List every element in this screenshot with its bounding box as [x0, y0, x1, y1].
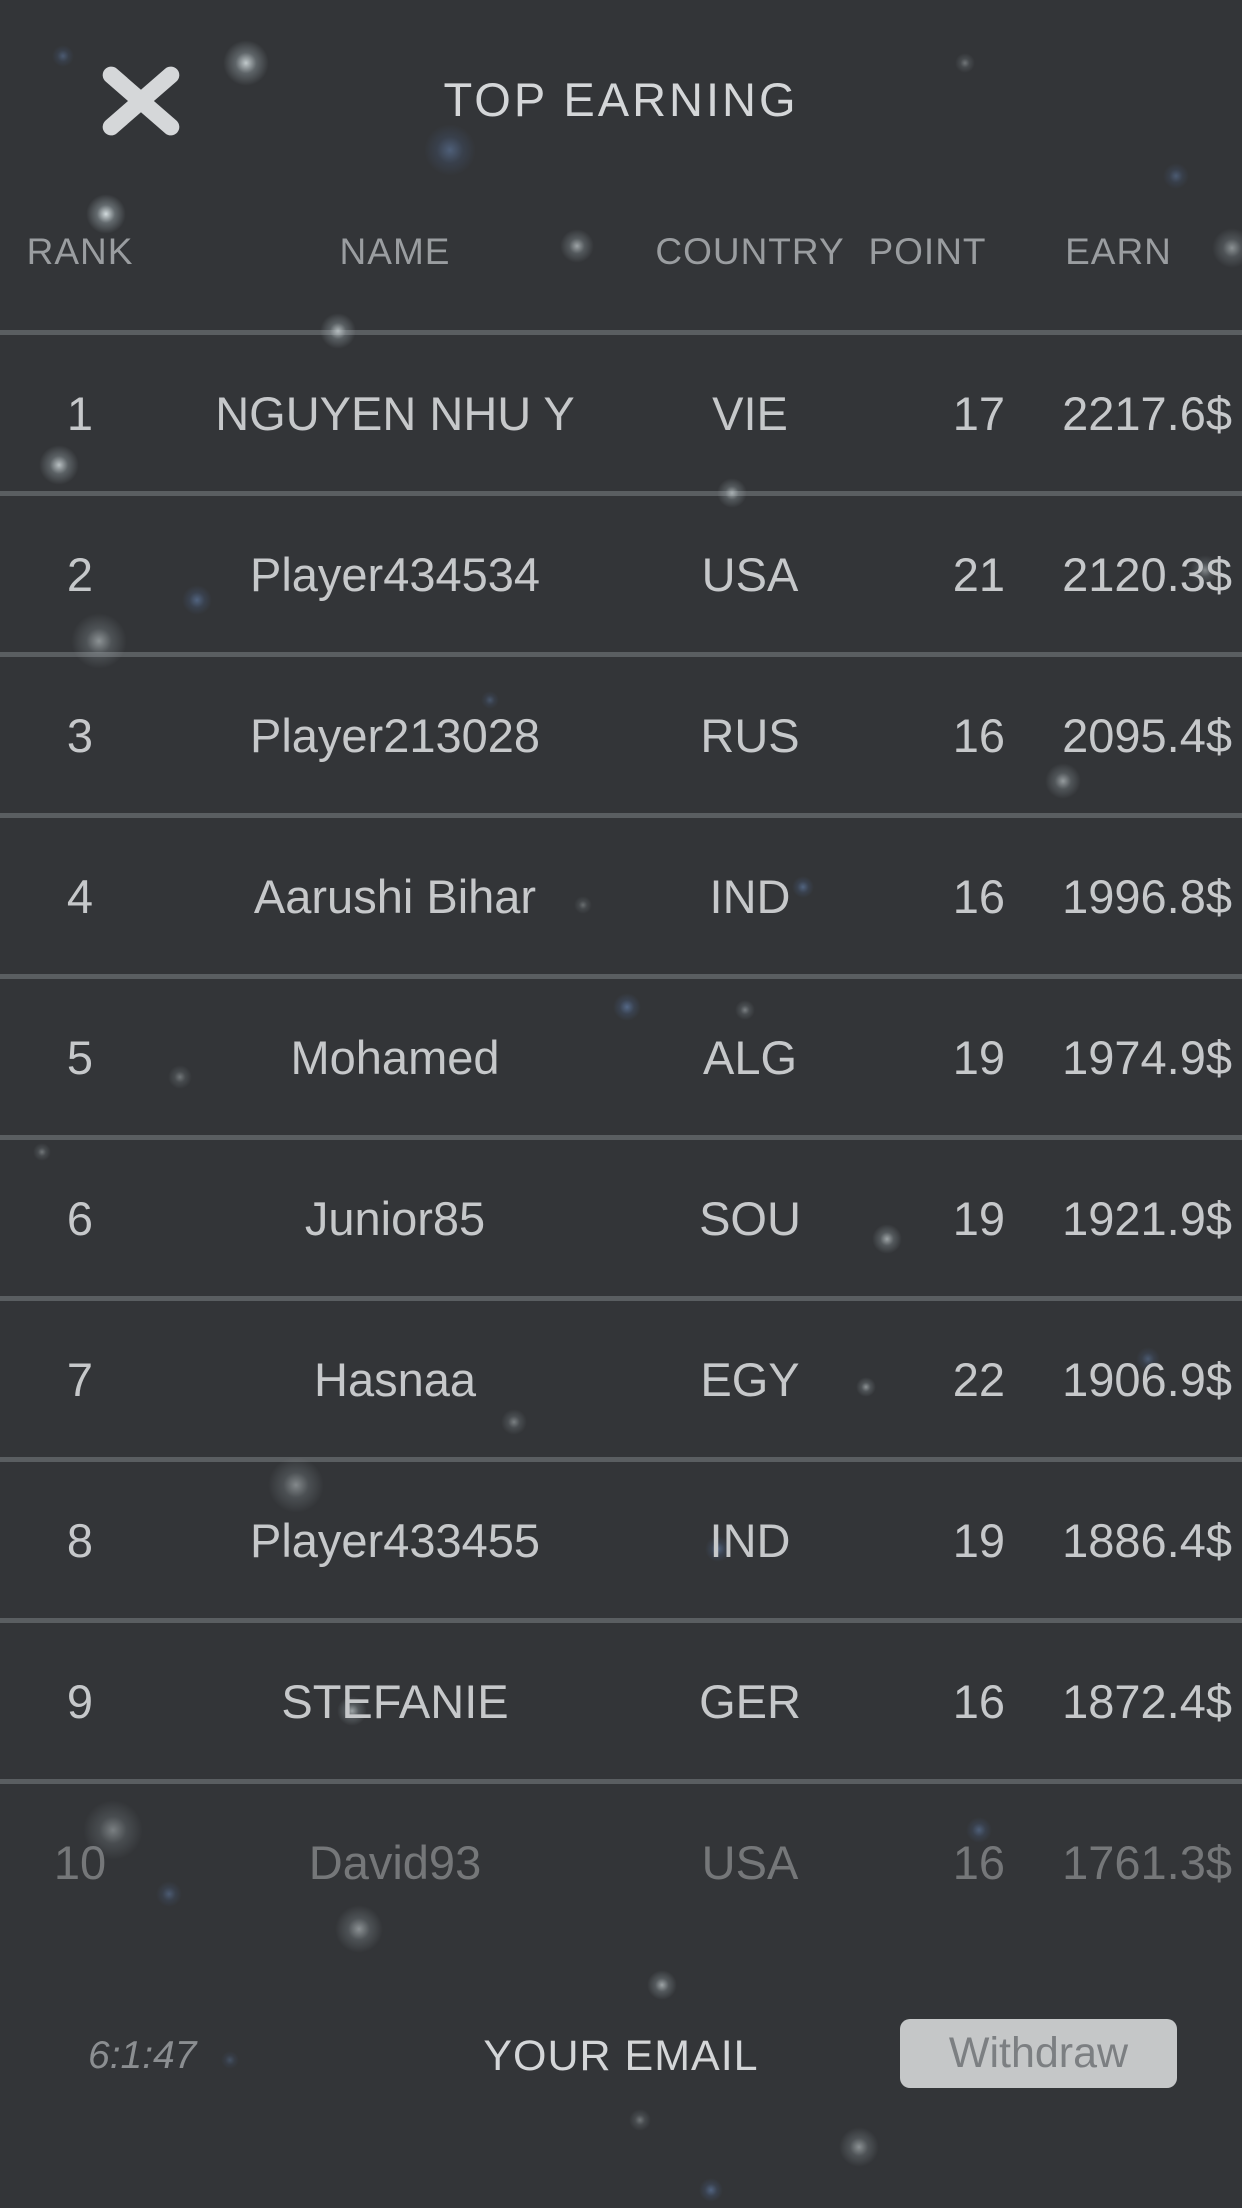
rank-cell: 10 — [53, 1835, 107, 1889]
name-cell: Junior85 — [304, 1191, 486, 1245]
country-cell: EGY — [700, 1352, 800, 1406]
name-cell: Aarushi Bihar — [253, 869, 537, 923]
name-cell: Hasnaa — [314, 1352, 476, 1406]
table-row: 2 Player434534 USA 21 2120.3$ — [0, 491, 1242, 652]
earn-cell: 1921.9$ — [1062, 1191, 1232, 1245]
table-row: 9 STEFANIE GER 16 1872.4$ — [0, 1618, 1242, 1779]
withdraw-button[interactable]: Withdraw — [900, 2019, 1177, 2088]
name-cell: Mohamed — [290, 1030, 500, 1084]
name-cell: Player434534 — [249, 547, 541, 601]
name-cell: Player213028 — [249, 708, 541, 762]
column-header-country: COUNTRY — [655, 231, 845, 272]
table-row: 4 Aarushi Bihar IND 16 1996.8$ — [0, 813, 1242, 974]
page-title: TOP EARNING — [443, 73, 799, 126]
country-cell: SOU — [699, 1191, 801, 1245]
rank-cell: 7 — [66, 1352, 94, 1406]
country-cell: USA — [701, 547, 799, 601]
point-cell: 19 — [952, 1513, 1005, 1567]
country-cell: ALG — [702, 1030, 798, 1084]
country-cell: IND — [709, 869, 791, 923]
column-header-earn: EARN — [1065, 231, 1172, 272]
rank-cell: 3 — [66, 708, 94, 762]
table-row: 6 Junior85 SOU 19 1921.9$ — [0, 1135, 1242, 1296]
earn-cell: 2217.6$ — [1062, 386, 1232, 440]
earn-cell: 2120.3$ — [1062, 547, 1232, 601]
earn-cell: 1886.4$ — [1062, 1513, 1232, 1567]
table-row: 7 Hasnaa EGY 22 1906.9$ — [0, 1296, 1242, 1457]
rank-cell: 1 — [66, 386, 94, 440]
rank-cell: 6 — [66, 1191, 94, 1245]
earn-cell: 1974.9$ — [1062, 1030, 1232, 1084]
country-cell: VIE — [712, 386, 788, 440]
table-row: 5 Mohamed ALG 19 1974.9$ — [0, 974, 1242, 1135]
rank-cell: 4 — [66, 869, 94, 923]
your-email-button[interactable]: YOUR EMAIL — [483, 2032, 759, 2080]
rank-cell: 8 — [66, 1513, 94, 1567]
column-header-rank: RANK — [26, 231, 134, 272]
point-cell: 16 — [952, 1835, 1005, 1889]
column-header-point: POINT — [868, 231, 987, 272]
rank-cell: 9 — [66, 1674, 94, 1728]
column-header-name: NAME — [339, 231, 451, 272]
point-cell: 22 — [952, 1352, 1005, 1406]
point-cell: 16 — [952, 869, 1005, 923]
country-cell: USA — [701, 1835, 799, 1889]
earn-cell: 1761.3$ — [1062, 1835, 1232, 1889]
table-row: 8 Player433455 IND 19 1886.4$ — [0, 1457, 1242, 1618]
point-cell: 17 — [952, 386, 1005, 440]
name-cell: STEFANIE — [281, 1674, 509, 1728]
timer: 6:1:47 — [88, 2034, 197, 2077]
table-header: RANK NAME COUNTRY POINT EARN — [0, 226, 1242, 278]
earn-cell: 1996.8$ — [1062, 869, 1232, 923]
name-cell: Player433455 — [249, 1513, 541, 1567]
rank-cell: 5 — [66, 1030, 94, 1084]
earn-cell: 2095.4$ — [1062, 708, 1232, 762]
table-row: 1 NGUYEN NHU Y VIE 17 2217.6$ — [0, 330, 1242, 491]
point-cell: 21 — [952, 547, 1005, 601]
table-row: 3 Player213028 RUS 16 2095.4$ — [0, 652, 1242, 813]
table-row: 10 David93 USA 16 1761.3$ — [0, 1779, 1242, 1940]
leaderboard-table: 1 NGUYEN NHU Y VIE 17 2217.6$ 2 Player43… — [0, 330, 1242, 1940]
point-cell: 16 — [952, 708, 1005, 762]
country-cell: IND — [709, 1513, 791, 1567]
earn-cell: 1872.4$ — [1062, 1674, 1232, 1728]
point-cell: 16 — [952, 1674, 1005, 1728]
country-cell: GER — [699, 1674, 801, 1728]
point-cell: 19 — [952, 1030, 1005, 1084]
country-cell: RUS — [700, 708, 800, 762]
point-cell: 19 — [952, 1191, 1005, 1245]
earn-cell: 1906.9$ — [1062, 1352, 1232, 1406]
name-cell: NGUYEN NHU Y — [215, 386, 575, 440]
name-cell: David93 — [308, 1835, 482, 1889]
rank-cell: 2 — [66, 547, 94, 601]
